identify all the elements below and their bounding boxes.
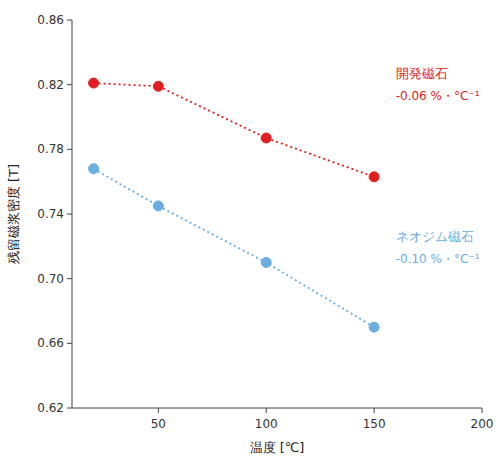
point <box>369 172 379 182</box>
point <box>261 133 271 143</box>
data-group <box>89 78 380 332</box>
y-tick-label: 0.74 <box>37 207 64 221</box>
x-axis-label: 温度 [℃] <box>250 440 305 455</box>
annotation: ネオジム磁石 <box>396 229 474 244</box>
y-tick-label: 0.66 <box>37 336 64 350</box>
point <box>261 258 271 268</box>
point <box>89 164 99 174</box>
annotation: -0.10 %・°C⁻¹ <box>396 252 480 266</box>
annotation: 開発磁石 <box>396 66 448 81</box>
y-tick-label: 0.82 <box>37 78 64 92</box>
y-axis-label: 残留磁浆密度 [T] <box>6 164 21 264</box>
y-tick <box>67 84 72 85</box>
series-line <box>94 169 375 327</box>
y-tick-label: 0.86 <box>37 13 64 27</box>
y-tick-label: 0.62 <box>37 401 64 415</box>
y-tick-label: 0.78 <box>37 142 64 156</box>
annotations: 開発磁石 -0.06 %・°C⁻¹ ネオジム磁石 -0.10 %・°C⁻¹ <box>396 66 480 266</box>
chart: 50 100 150 200 0.62 0.66 0.70 0.74 0.78 0.82 0.86 温… <box>0 0 500 466</box>
y-tick <box>67 278 72 279</box>
x-tick <box>266 408 267 413</box>
y-tick <box>67 408 72 409</box>
y-tick <box>67 149 72 150</box>
y-tick-label: 0.70 <box>37 272 64 286</box>
x-axis-line <box>72 408 482 409</box>
point <box>153 201 163 211</box>
x-tick-label: 200 <box>471 417 494 431</box>
y-tick <box>67 214 72 215</box>
axes: 50 100 150 200 0.62 0.66 0.70 0.74 0.78 0.82 0.86 <box>37 13 493 431</box>
y-tick <box>67 343 72 344</box>
point <box>89 78 99 88</box>
x-tick <box>158 408 159 413</box>
x-tick <box>482 408 483 413</box>
x-tick-label: 100 <box>255 417 278 431</box>
x-tick-label: 150 <box>363 417 386 431</box>
x-tick-label: 50 <box>151 417 166 431</box>
point <box>153 81 163 91</box>
point <box>369 322 379 332</box>
x-tick <box>374 408 375 413</box>
y-tick <box>67 20 72 21</box>
annotation: -0.06 %・°C⁻¹ <box>396 89 480 103</box>
series-line <box>94 83 375 177</box>
